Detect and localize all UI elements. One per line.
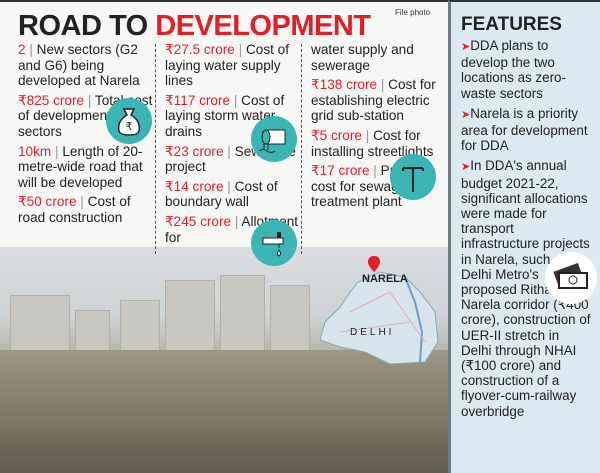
fact-figure: ₹27.5 crore <box>165 42 235 57</box>
streetlight-icon <box>390 154 436 200</box>
fact-text: Cost of road construction <box>18 194 131 225</box>
column-1: 2 | New sectors (G2 and G6) being develo… <box>18 42 158 230</box>
water-pipe-icon <box>251 116 297 162</box>
svg-text:₹: ₹ <box>126 121 133 133</box>
fact-item: ₹138 crore | Cost for establishing elect… <box>311 77 436 124</box>
features-list: ➤DDA plans to develop the two locations … <box>461 38 592 419</box>
fact-figure: ₹825 crore <box>18 92 85 108</box>
arrow-icon: ➤ <box>461 161 471 174</box>
infographic-panel: ROAD TO DEVELOPMENT File photo 2 | New s… <box>0 0 448 473</box>
fact-item: water supply and sewerage <box>311 42 446 73</box>
feature-item: ➤In DDA's annual budget 2021-22, signifi… <box>461 158 592 418</box>
map-label-narela: NARELA <box>362 273 408 285</box>
fact-figure: ₹23 crore <box>165 143 224 159</box>
fact-text: water supply and sewerage <box>311 42 414 73</box>
fact-text: New sectors (G2 and G6) being developed … <box>18 42 140 89</box>
fact-text: Cost for installing streetlights <box>311 127 434 159</box>
photo-credit: File photo <box>395 8 431 17</box>
money-bag-icon: ₹ <box>106 98 152 144</box>
fact-item: ₹14 crore | Cost of boundary wall <box>165 178 278 210</box>
map-pin-icon <box>368 256 380 272</box>
fact-item: ₹117 crore | Cost of laying storm water … <box>165 92 285 139</box>
fact-item: ₹27.5 crore | Cost of laying water suppl… <box>165 42 290 89</box>
fact-text: Cost of laying water supply lines <box>165 42 290 89</box>
arrow-icon: ➤ <box>461 41 471 53</box>
feature-text: Narela is a priority area for developmen… <box>461 105 588 154</box>
delhi-map: NARELA DELHI <box>319 256 439 365</box>
fact-figure: 2 <box>18 42 26 57</box>
features-panel: FEATURES ➤DDA plans to develop the two l… <box>448 0 600 473</box>
tap-icon <box>251 220 297 266</box>
divider <box>301 44 302 254</box>
fact-figure: 10km <box>18 143 52 159</box>
feature-text: In DDA's annual budget 2021-22, signific… <box>461 158 591 419</box>
arrow-icon: ➤ <box>461 108 471 121</box>
fact-text: Cost of boundary wall <box>165 178 278 210</box>
title-part2: DEVELOPMENT <box>155 10 371 42</box>
fact-text: Cost for establishing electric grid sub-… <box>311 77 436 124</box>
fact-figure: ₹138 crore <box>311 77 378 93</box>
fact-figure: ₹17 crore <box>311 163 370 179</box>
fact-item: ₹50 crore | Cost of road construction <box>18 194 131 225</box>
fact-item: ₹5 crore | Cost for installing streetlig… <box>311 127 434 159</box>
fact-figure: ₹5 crore <box>311 127 362 143</box>
fact-figure: ₹117 crore <box>165 92 231 108</box>
fact-figure: ₹50 crore <box>18 194 77 210</box>
feature-text: DDA plans to develop the two locations a… <box>461 38 566 101</box>
features-title: FEATURES <box>461 14 562 35</box>
fact-text: Cost of laying storm water drains <box>165 92 285 139</box>
fact-figure: ₹14 crore <box>165 178 224 194</box>
map-label-delhi: DELHI <box>350 327 394 338</box>
divider <box>155 44 156 254</box>
feature-item: ➤Narela is a priority area for developme… <box>461 106 592 154</box>
column-3: water supply and sewerage ₹138 crore | Co… <box>311 42 446 214</box>
fact-figure: ₹245 crore <box>165 213 232 229</box>
fact-item: 10km | Length of 20-metre-wide road that… <box>18 143 143 190</box>
feature-item: ➤DDA plans to develop the two locations … <box>461 38 592 101</box>
fact-item: 2 | New sectors (G2 and G6) being develo… <box>18 42 140 89</box>
title-part1: ROAD TO <box>18 10 156 42</box>
fact-text: Length of 20-metre-wide road that will b… <box>18 143 143 190</box>
cash-icon <box>545 252 597 304</box>
fact-item: ₹17 crore | Project cost for sewage trea… <box>311 163 446 210</box>
page-title: ROAD TO DEVELOPMENT <box>18 10 371 43</box>
